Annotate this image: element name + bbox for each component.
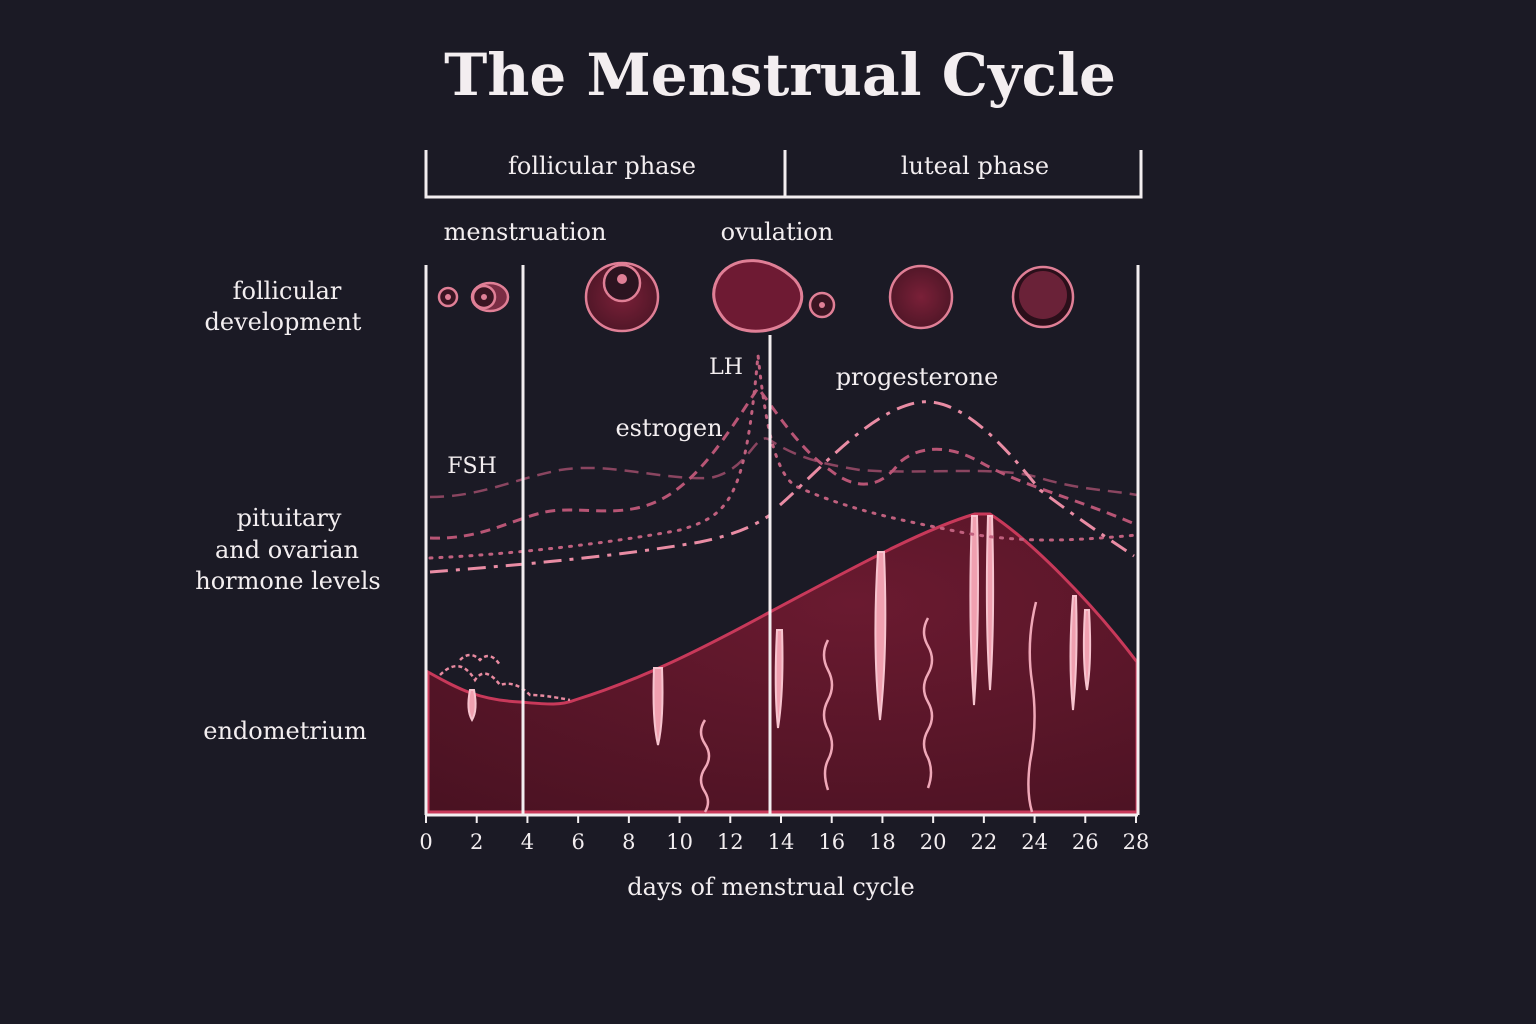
fsh-curve xyxy=(429,437,1138,499)
x-tick-label: 16 xyxy=(818,830,845,854)
progesterone-curve xyxy=(429,400,1135,574)
follicles xyxy=(437,259,1075,333)
endometrium-layer xyxy=(426,512,1139,814)
x-tick-label: 2 xyxy=(470,830,483,854)
lh-curve xyxy=(428,354,1139,560)
x-tick-label: 24 xyxy=(1021,830,1048,854)
x-axis-label: days of menstrual cycle xyxy=(627,873,914,901)
x-tick-label: 22 xyxy=(970,830,997,854)
ovulation-label: ovulation xyxy=(721,218,834,246)
luteal-phase-label: luteal phase xyxy=(901,152,1049,180)
menstruation-label: menstruation xyxy=(444,218,607,246)
estrogen-label: estrogen xyxy=(615,414,722,442)
x-tick-label: 28 xyxy=(1123,830,1150,854)
row-label-pituitary: pituitary xyxy=(237,504,342,532)
estrogen-curve xyxy=(429,385,1138,540)
x-tick-label: 20 xyxy=(920,830,947,854)
shedding-tissue xyxy=(439,653,571,702)
x-tick-label: 10 xyxy=(666,830,693,854)
row-label-follicular: follicular xyxy=(233,277,342,305)
primordial-follicle-icon xyxy=(437,286,459,308)
ruptured-follicle-icon xyxy=(712,259,836,333)
spiral-arteries xyxy=(699,601,1038,813)
lh-label: LH xyxy=(709,355,743,380)
corpus-albicans-icon xyxy=(1011,265,1075,329)
x-tick-label: 18 xyxy=(869,830,896,854)
x-tick-label: 12 xyxy=(717,830,744,854)
x-axis-ticks: 0 2 4 6 8 10 12 14 16 18 20 22 24 26 28 xyxy=(419,815,1149,854)
hormone-curves xyxy=(428,354,1139,574)
x-tick-label: 0 xyxy=(419,830,432,854)
follicular-phase-label: follicular phase xyxy=(508,152,696,180)
row-label-hormone-levels: hormone levels xyxy=(195,567,381,595)
x-tick-label: 8 xyxy=(622,830,635,854)
corpus-luteum-icon xyxy=(888,264,954,330)
phase-bracket xyxy=(424,150,1143,199)
x-tick-label: 26 xyxy=(1072,830,1099,854)
primary-follicle-icon xyxy=(470,281,510,313)
page-title: The Menstrual Cycle xyxy=(444,41,1116,109)
graafian-follicle-icon xyxy=(584,261,660,333)
row-label-endometrium: endometrium xyxy=(203,717,367,745)
x-tick-label: 6 xyxy=(571,830,584,854)
row-label-ovarian: and ovarian xyxy=(215,536,359,564)
x-tick-label: 14 xyxy=(768,830,795,854)
endometrial-glands xyxy=(467,515,1092,746)
fsh-label: FSH xyxy=(447,454,497,479)
day-divider-lines xyxy=(424,265,1140,817)
x-tick-label: 4 xyxy=(521,830,534,854)
progesterone-label: progesterone xyxy=(836,363,999,391)
row-label-development: development xyxy=(205,308,362,336)
